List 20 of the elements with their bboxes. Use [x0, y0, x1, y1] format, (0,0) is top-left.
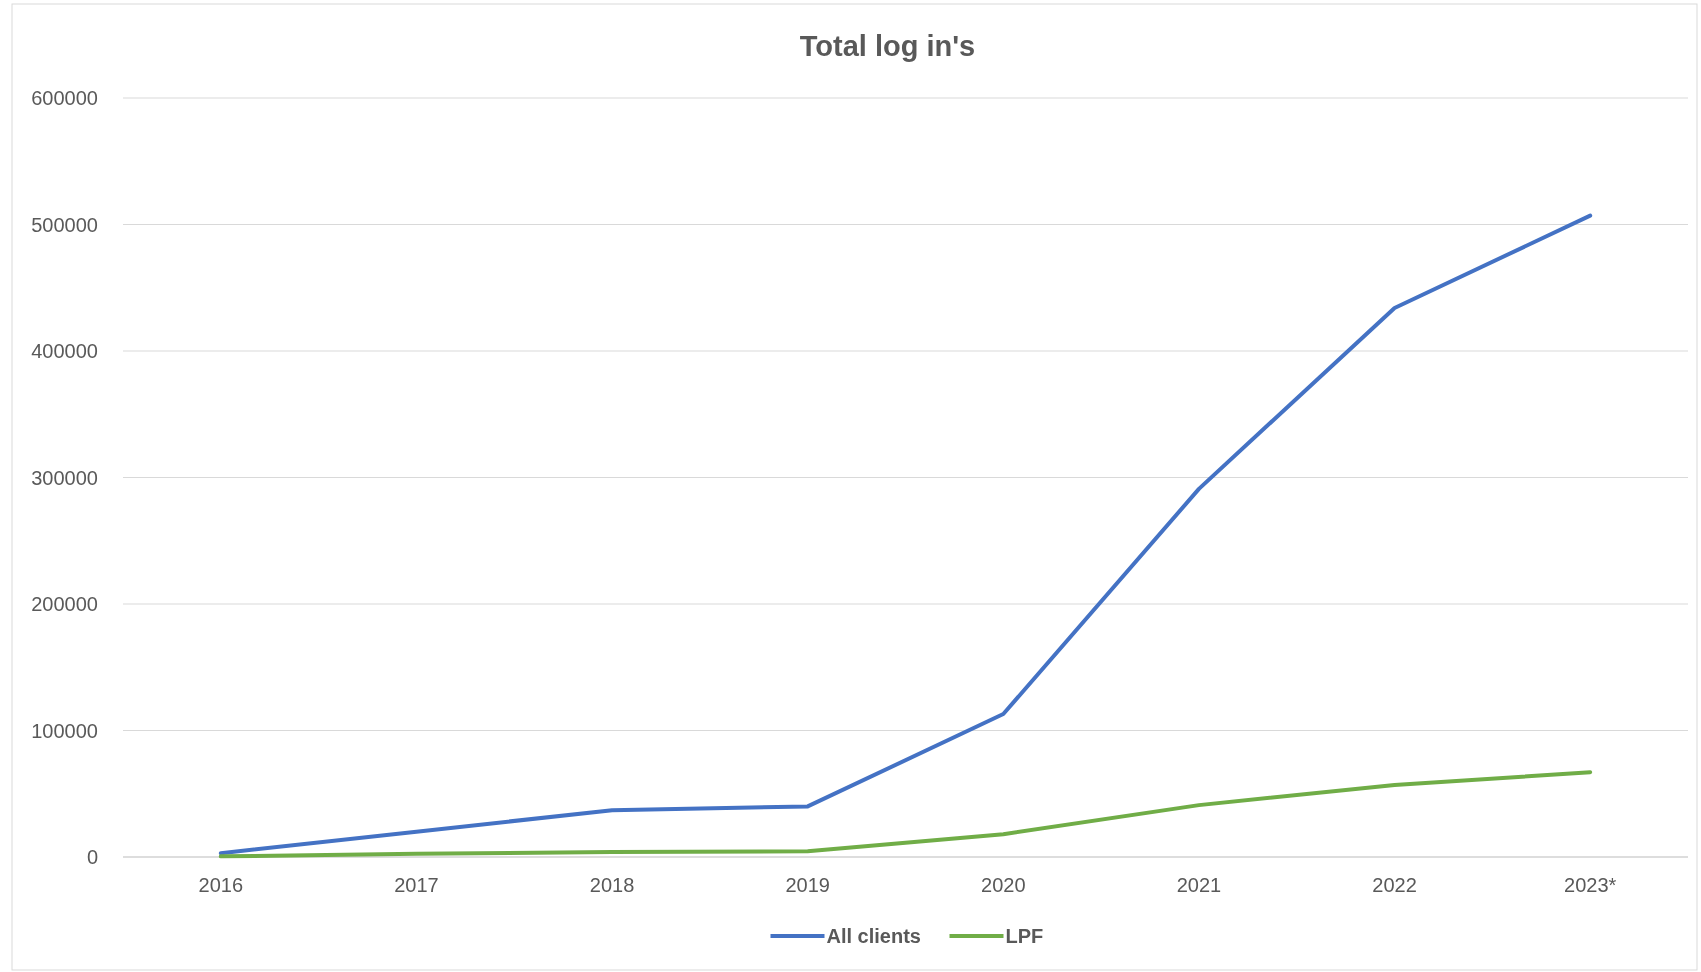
x-tick-label: 2016 — [198, 874, 244, 896]
legend-label: LPF — [1005, 925, 1044, 947]
x-tick-label: 2019 — [785, 874, 830, 896]
x-tick-label: 2017 — [394, 874, 439, 896]
line-series — [218, 770, 1593, 859]
y-tick-label: 100000 — [31, 719, 98, 742]
chart-title: Total log in's — [799, 30, 976, 62]
legend-label: All clients — [826, 925, 921, 947]
x-tick-label: 2021 — [1176, 874, 1222, 896]
x-tick-label: 2023* — [1564, 874, 1617, 896]
y-tick-label: 400000 — [31, 340, 98, 362]
x-tick-label: 2018 — [589, 874, 635, 896]
y-tick-label: 600000 — [31, 87, 98, 109]
x-tick-label: 2020 — [981, 874, 1026, 896]
y-tick-label: 300000 — [31, 466, 98, 489]
y-tick-label: 500000 — [31, 213, 98, 236]
y-tick-label: 200000 — [31, 593, 98, 615]
x-tick-label: 2022 — [1372, 874, 1417, 896]
line-series — [218, 213, 1593, 856]
y-tick-label: 0 — [86, 846, 98, 868]
